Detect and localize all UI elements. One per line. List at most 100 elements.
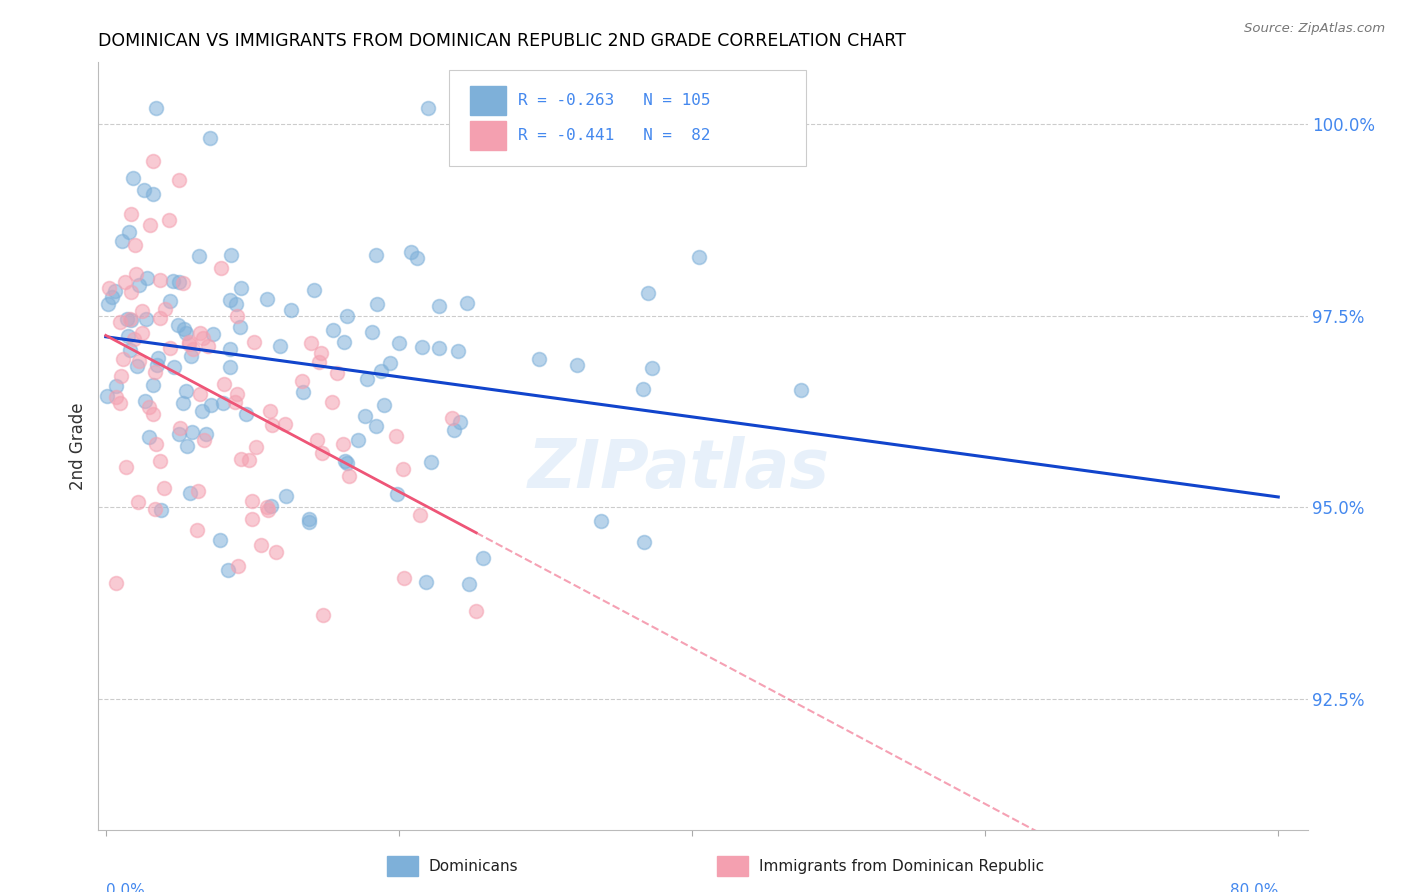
Point [567, 358, 589, 372]
Point [631, 383, 654, 397]
Point [118, 226, 141, 240]
Text: DOMINICAN VS IMMIGRANTS FROM DOMINICAN REPUBLIC 2ND GRADE CORRELATION CHART: DOMINICAN VS IMMIGRANTS FROM DOMINICAN R… [98, 32, 907, 50]
Point [240, 512, 263, 526]
Point [122, 171, 145, 186]
Point [135, 271, 157, 285]
Point [191, 331, 214, 345]
Point [589, 514, 612, 528]
Point [179, 485, 201, 500]
Point [458, 576, 481, 591]
Point [411, 340, 433, 354]
Point [356, 372, 378, 386]
Point [291, 374, 314, 388]
Point [337, 468, 360, 483]
Point [333, 454, 356, 468]
Point [385, 429, 408, 443]
Text: R = -0.263   N = 105: R = -0.263 N = 105 [517, 94, 710, 108]
Point [226, 309, 249, 323]
Point [274, 417, 297, 432]
Point [101, 291, 124, 305]
Point [143, 365, 166, 379]
Point [104, 575, 127, 590]
Point [188, 387, 211, 401]
Point [149, 453, 172, 467]
Point [347, 433, 370, 447]
Point [388, 335, 411, 350]
Point [117, 312, 139, 326]
Point [159, 341, 181, 355]
Point [228, 320, 250, 334]
Point [336, 309, 359, 323]
Point [219, 293, 242, 307]
Point [188, 249, 211, 263]
Point [145, 437, 167, 451]
Point [162, 274, 184, 288]
Point [195, 427, 218, 442]
Point [336, 456, 359, 470]
Point [527, 351, 550, 366]
Point [447, 343, 470, 358]
Point [167, 173, 190, 187]
Point [105, 379, 128, 393]
Point [142, 153, 165, 168]
Point [153, 302, 176, 317]
Point [111, 235, 134, 249]
Point [211, 396, 233, 410]
Point [197, 339, 219, 353]
Point [188, 326, 211, 341]
Point [172, 395, 194, 409]
Point [173, 321, 195, 335]
Point [174, 326, 197, 340]
Point [143, 501, 166, 516]
Point [221, 248, 243, 262]
Point [373, 398, 395, 412]
Point [138, 430, 160, 444]
Point [354, 409, 377, 423]
Point [159, 293, 181, 308]
Point [110, 315, 132, 329]
Point [218, 359, 240, 374]
Point [308, 355, 330, 369]
Point [633, 535, 655, 549]
Point [134, 393, 156, 408]
Point [114, 275, 136, 289]
Point [120, 285, 142, 299]
Point [138, 401, 160, 415]
Point [465, 604, 488, 618]
Point [201, 327, 224, 342]
Point [276, 489, 298, 503]
Point [235, 407, 257, 421]
Point [790, 383, 813, 397]
Text: ZIPatlas: ZIPatlas [527, 436, 830, 502]
Point [217, 563, 239, 577]
Point [226, 558, 249, 573]
Point [391, 462, 413, 476]
Point [120, 313, 142, 327]
Point [260, 500, 283, 514]
Point [134, 183, 156, 197]
Point [198, 131, 221, 145]
Point [111, 352, 134, 367]
Point [172, 276, 194, 290]
Point [104, 284, 127, 298]
Point [238, 453, 260, 467]
Point [229, 281, 252, 295]
Point [131, 303, 153, 318]
Point [302, 283, 325, 297]
Point [142, 377, 165, 392]
Text: Source: ZipAtlas.com: Source: ZipAtlas.com [1244, 22, 1385, 36]
Point [174, 384, 197, 398]
Text: 80.0%: 80.0% [1230, 883, 1278, 892]
Point [242, 494, 264, 508]
Point [259, 404, 281, 418]
Point [449, 415, 471, 429]
FancyBboxPatch shape [449, 70, 806, 166]
Point [361, 325, 384, 339]
Point [96, 297, 118, 311]
Y-axis label: 2nd Grade: 2nd Grade [69, 402, 87, 490]
Text: 0.0%: 0.0% [105, 883, 145, 892]
Point [157, 212, 180, 227]
Point [224, 394, 246, 409]
Point [443, 423, 465, 437]
Point [218, 343, 240, 357]
